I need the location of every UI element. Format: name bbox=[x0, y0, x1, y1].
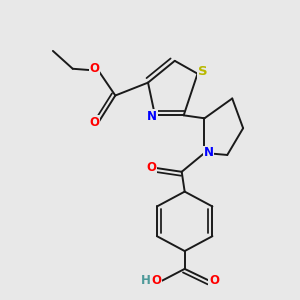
Text: O: O bbox=[89, 116, 100, 129]
Text: S: S bbox=[198, 65, 207, 78]
Text: O: O bbox=[151, 274, 161, 287]
Text: H: H bbox=[141, 274, 151, 287]
Text: O: O bbox=[89, 62, 100, 75]
Text: O: O bbox=[146, 161, 156, 174]
Text: O: O bbox=[209, 274, 219, 287]
Text: N: N bbox=[203, 146, 214, 160]
Text: N: N bbox=[147, 110, 157, 123]
